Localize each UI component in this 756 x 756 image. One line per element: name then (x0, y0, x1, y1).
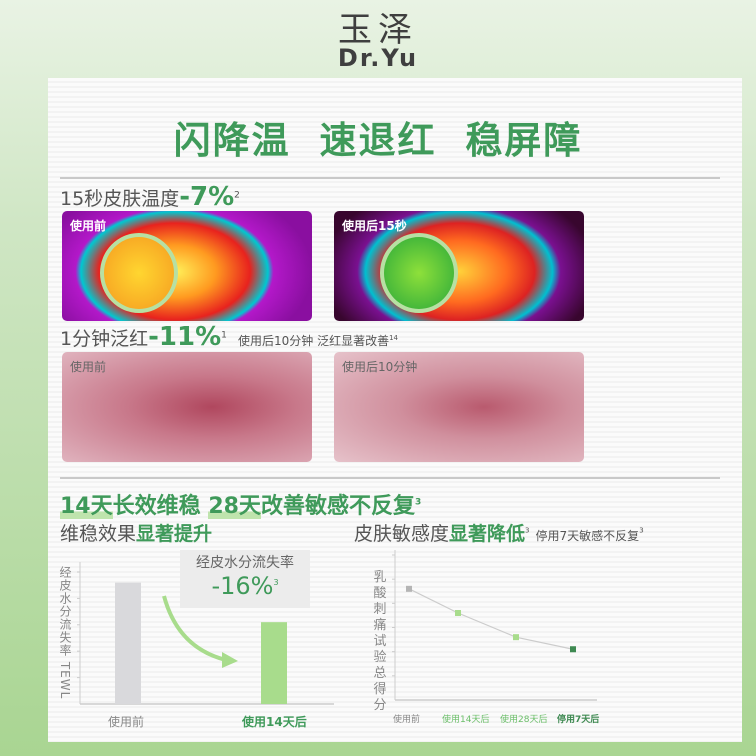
caption-text: 使用后10分钟 泛红显著改善 (238, 334, 390, 348)
redness-caption: 使用后10分钟 泛红显著改善14 (238, 332, 398, 349)
thermal-before-image: 使用前 (62, 211, 312, 321)
trend-arrow (162, 595, 227, 662)
divider (60, 177, 720, 179)
highlight-circle (100, 233, 178, 313)
data-point-2 (513, 634, 519, 641)
tewl-y-label: 经皮水分流失率 TEWL (58, 566, 72, 700)
image-label: 使用前 (70, 360, 107, 374)
sub-bold: 显著提升 (136, 523, 213, 545)
redness-label: 1分钟泛红 (60, 328, 149, 350)
x-tick-label: 使用前 (393, 715, 421, 725)
redness-before-image: 使用前 (62, 352, 312, 462)
data-point-1 (455, 610, 461, 616)
footnote: 14 (389, 334, 399, 342)
data-point-0 (406, 585, 412, 592)
callout-value: -16% (211, 572, 274, 600)
footnote: 2 (234, 190, 240, 201)
headline: 闪降温 速退红 稳屏障 (173, 119, 583, 162)
sub-plain: 皮肤敏感度 (354, 523, 450, 545)
tewl-subtitle: 维稳效果显著提升 (60, 519, 212, 546)
x-tick-label: 使用前 (108, 715, 145, 729)
heading-part: 长效维稳 (112, 494, 201, 519)
footnote: 3 (273, 578, 279, 587)
footnote: 1 (221, 330, 227, 341)
image-label: 使用后15秒 (342, 219, 407, 233)
data-point-3 (570, 646, 576, 653)
tewl-callout: 经皮水分流失率 -16%3 (180, 550, 310, 608)
footnote: 3 (639, 526, 644, 535)
heading-part: 14天 (60, 494, 113, 519)
sub-bold: 显著降低 (449, 523, 526, 545)
footnote: 3 (525, 526, 530, 535)
heading-part: 改善敏感不反复 (260, 494, 415, 519)
sens-y-label: 乳酸刺痛试验总得分 (373, 570, 387, 713)
temp-label: 15秒皮肤温度 (60, 188, 180, 210)
sub-extra: 停用7天敏感不反复 (535, 529, 640, 543)
callout-title: 经皮水分流失率 (196, 555, 294, 571)
series-line (408, 588, 574, 650)
redness-after-image: 使用后10分钟 (334, 352, 584, 462)
temp-value: -7% (179, 182, 235, 212)
footnote: 3 (414, 497, 422, 508)
section-heading: 14天长效维稳 28天改善敏感不反复3 (60, 488, 421, 520)
temp-stat: 15秒皮肤温度-7%2 (60, 182, 240, 212)
bar-1 (261, 622, 287, 704)
x-tick-label: 使用28天后 (500, 715, 548, 725)
redness-stat: 1分钟泛红-11%1 (60, 322, 227, 352)
x-tick-label: 停用7天后 (557, 715, 600, 725)
image-label: 使用前 (70, 219, 107, 233)
divider (60, 477, 720, 479)
sub-plain: 维稳效果 (60, 523, 137, 545)
heading-part: 28天 (208, 494, 261, 519)
x-tick-label: 使用14天后 (442, 715, 490, 725)
redness-value: -11% (148, 322, 222, 352)
arrowhead (222, 652, 238, 668)
bar-0 (115, 582, 141, 704)
logo-en: Dr.Yu (337, 44, 419, 72)
image-label: 使用后10分钟 (342, 360, 418, 374)
thermal-after-image: 使用后15秒 (334, 211, 584, 321)
logo-cn: 玉泽 (338, 10, 418, 50)
x-tick-label: 使用14天后 (242, 715, 307, 729)
highlight-circle (380, 233, 458, 313)
sens-subtitle: 皮肤敏感度显著降低3 停用7天敏感不反复3 (354, 519, 644, 546)
